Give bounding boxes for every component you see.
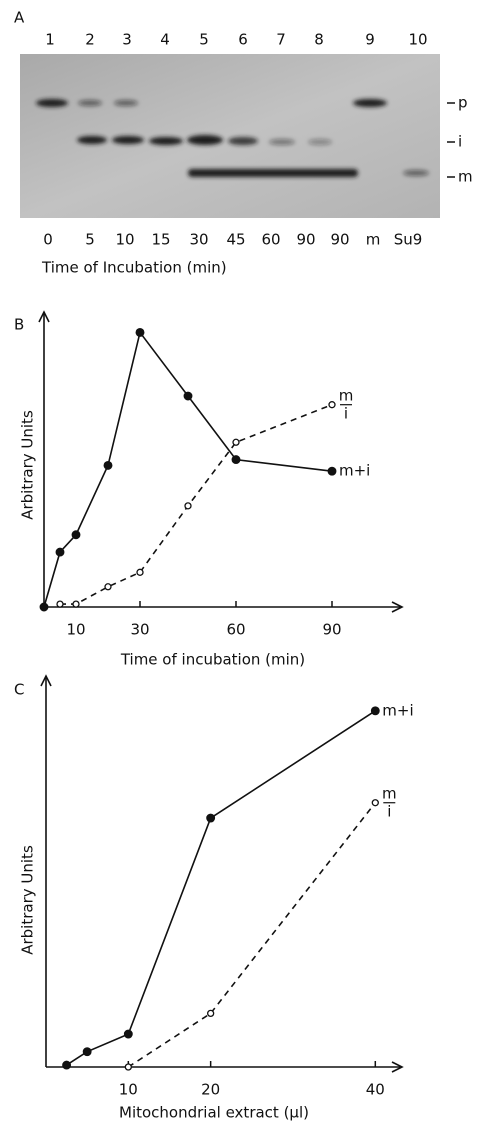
data-point	[57, 601, 63, 607]
data-point	[372, 707, 380, 715]
panel-label: B	[14, 316, 24, 334]
x-tick-label: 40	[366, 1081, 385, 1099]
band-label: p	[458, 94, 468, 112]
data-point	[184, 392, 192, 400]
x-tick-label: 10	[66, 621, 85, 639]
condition-label: 10	[115, 231, 134, 249]
y-axis-label: Arbitrary Units	[19, 410, 37, 520]
figure: A p i m Time of Incubation (min) 1234567…	[0, 0, 485, 1128]
series-line	[44, 332, 332, 607]
x-axis-label: Mitochondrial extract (µl)	[119, 1104, 309, 1122]
data-point	[83, 1048, 91, 1056]
data-point	[328, 467, 336, 475]
data-point	[207, 814, 215, 822]
x-tick-label: 10	[119, 1081, 138, 1099]
x-tick-label: 20	[201, 1081, 220, 1099]
data-point	[232, 456, 240, 464]
condition-label: 60	[261, 231, 280, 249]
data-point	[125, 1064, 131, 1070]
series-label: m+i	[382, 701, 413, 719]
x-axis-label: Time of incubation (min)	[120, 651, 305, 669]
band	[228, 137, 258, 145]
data-point	[372, 800, 378, 806]
page: { "gel": { "label": "A", "lanes": ["1", …	[0, 0, 485, 1128]
condition-label: 15	[151, 231, 170, 249]
data-point	[105, 584, 111, 590]
band	[78, 100, 102, 106]
band-label: i	[458, 133, 462, 151]
gel-image	[20, 54, 440, 218]
lane-number: 1	[45, 31, 55, 49]
data-point	[208, 1010, 214, 1016]
series-label: m+i	[339, 462, 370, 480]
band	[353, 99, 387, 107]
band	[149, 137, 183, 145]
lane-number: 3	[122, 31, 132, 49]
x-tick-label: 90	[322, 621, 341, 639]
series-line	[67, 711, 376, 1065]
gel-axis-label: Time of Incubation (min)	[41, 259, 227, 277]
data-point	[56, 548, 64, 556]
data-point	[329, 402, 335, 408]
band	[188, 169, 358, 177]
condition-label: m	[366, 231, 381, 249]
condition-label: 5	[85, 231, 95, 249]
condition-label: 30	[189, 231, 208, 249]
condition-label: 45	[226, 231, 245, 249]
data-point	[40, 603, 48, 611]
band	[36, 99, 68, 107]
data-point	[63, 1061, 71, 1069]
band	[308, 139, 332, 145]
lane-number: 2	[85, 31, 95, 49]
lane-number: 8	[314, 31, 324, 49]
x-tick-label: 60	[226, 621, 245, 639]
lane-number: 9	[365, 31, 375, 49]
band	[112, 136, 144, 144]
lane-number: 4	[160, 31, 170, 49]
band	[403, 170, 429, 176]
data-point	[125, 1030, 133, 1038]
data-point	[185, 503, 191, 509]
panel-label: C	[14, 681, 24, 699]
lane-number: 7	[276, 31, 286, 49]
data-point	[233, 439, 239, 445]
data-point	[73, 601, 79, 607]
data-point	[72, 531, 80, 539]
condition-label: Su9	[394, 231, 423, 249]
lane-number: 6	[238, 31, 248, 49]
band	[187, 135, 223, 145]
series-line	[60, 405, 332, 604]
condition-label: 90	[296, 231, 315, 249]
x-tick-label: 30	[130, 621, 149, 639]
data-point	[136, 329, 144, 337]
condition-label: 90	[330, 231, 349, 249]
condition-label: 0	[43, 231, 53, 249]
band	[114, 100, 138, 106]
data-point	[137, 569, 143, 575]
band-label: m	[458, 168, 473, 186]
panel-label: A	[14, 9, 25, 27]
data-point	[104, 462, 112, 470]
lane-number: 5	[199, 31, 209, 49]
gel-background	[20, 54, 440, 218]
band	[269, 139, 295, 145]
y-axis-label: Arbitrary Units	[19, 845, 37, 955]
lane-number: 10	[408, 31, 427, 49]
band	[77, 136, 107, 144]
